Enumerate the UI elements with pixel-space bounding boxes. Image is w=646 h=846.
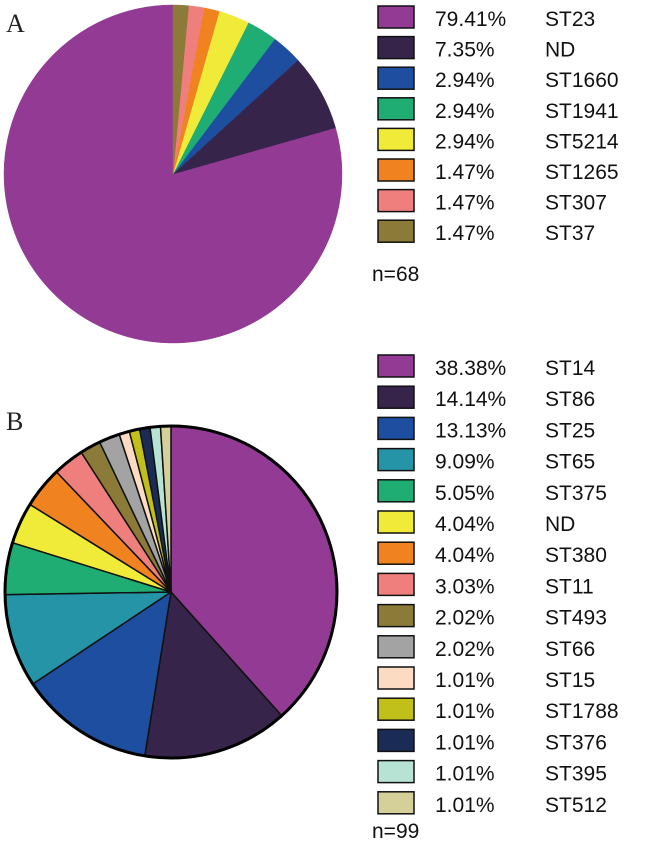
legend-swatch-st66 [377, 635, 415, 659]
legend-label-st86: ST86 [545, 388, 595, 411]
legend-label-nd: ND [545, 39, 575, 62]
legend-label-st380: ST380 [545, 544, 607, 567]
legend-swatch-st14 [377, 354, 415, 378]
legend-percent: 3.03% [435, 575, 495, 598]
pie-a [3, 4, 343, 344]
legend-label-st66: ST66 [545, 638, 595, 661]
legend-label-st15: ST15 [545, 669, 595, 692]
legend-percent: 9.09% [435, 451, 495, 474]
legend-percent: 4.04% [435, 513, 495, 536]
legend-label-st1265: ST1265 [545, 161, 619, 184]
legend-percent: 13.13% [435, 419, 506, 442]
legend-swatch-st5214 [377, 127, 415, 152]
legend-percent: 1.01% [435, 763, 495, 786]
legend-percent: 1.01% [435, 731, 495, 754]
legend-percent: 2.94% [435, 69, 495, 92]
legend-label-st65: ST65 [545, 451, 595, 474]
legend-swatch-st15 [377, 666, 415, 690]
legend-percent: 38.38% [435, 357, 506, 380]
legend-label-st376: ST376 [545, 731, 607, 754]
legend-percent: 1.01% [435, 669, 495, 692]
panel-label-b: B [6, 407, 23, 436]
legend-swatch-nd [377, 510, 415, 534]
legend-swatch-st375 [377, 479, 415, 503]
legend-percent: 1.01% [435, 700, 495, 723]
legend-percent: 5.05% [435, 482, 495, 505]
legend-label-st14: ST14 [545, 357, 596, 380]
legend-label-st1788: ST1788 [545, 700, 619, 723]
legend-percent: 7.35% [435, 39, 495, 62]
legend-swatch-st493 [377, 603, 415, 628]
legend-label-st395: ST395 [545, 763, 607, 786]
legend-percent: 14.14% [435, 388, 506, 411]
legend-percent: 2.02% [435, 638, 495, 661]
legend-percent: 1.47% [435, 222, 495, 245]
legend-label-st307: ST307 [545, 192, 607, 215]
legend-label-nd: ND [545, 513, 575, 536]
legend-swatch-nd [377, 35, 415, 60]
n-label-a: n=68 [372, 263, 419, 286]
legend-percent: 1.47% [435, 192, 495, 215]
legend-label-st1660: ST1660 [545, 69, 619, 92]
legend-swatch-st395 [377, 759, 415, 784]
legend-swatch-st25 [377, 416, 415, 441]
pie-outline [3, 424, 339, 760]
n-label-b: n=99 [372, 820, 419, 843]
legend-label-st25: ST25 [545, 419, 595, 442]
legend-swatch-st1660 [377, 66, 415, 90]
legend-swatch-st23 [377, 5, 415, 29]
legend-label-st23: ST23 [545, 8, 595, 31]
panel-label-a: A [6, 9, 25, 38]
legend-swatch-st1788 [377, 697, 415, 721]
legend-label-st493: ST493 [545, 607, 607, 630]
legend-percent: 79.41% [435, 8, 506, 31]
legend-label-st5214: ST5214 [545, 130, 619, 153]
legend-swatch-st307 [377, 188, 415, 213]
legend-swatch-st1265 [377, 158, 415, 182]
pie-b [3, 424, 339, 760]
legend-swatch-st65 [377, 447, 415, 472]
pie-slice-st37 [172, 4, 189, 175]
legend-swatch-st86 [377, 385, 415, 409]
legend-percent: 2.94% [435, 130, 495, 153]
legend-swatch-st512 [377, 791, 415, 815]
legend-percent: 4.04% [435, 544, 495, 567]
legend-swatch-st37 [377, 219, 415, 243]
legend-swatch-st11 [377, 572, 415, 597]
legend-label-st512: ST512 [545, 794, 607, 817]
legend-swatch-st376 [377, 728, 415, 753]
legend-swatch-st380 [377, 541, 415, 565]
legend-b: 38.38% ST14 14.14% ST86 13.13% ST25 9.09% ST65 5… [377, 354, 619, 817]
legend-percent: 2.94% [435, 100, 495, 123]
legend-swatch-st1941 [377, 97, 415, 121]
legend-a: 79.41% ST23 7.35% ND 2.94% ST1660 2.94% ST1941 2… [377, 5, 619, 245]
legend-percent: 1.01% [435, 794, 495, 817]
legend-percent: 2.02% [435, 607, 495, 630]
legend-label-st1941: ST1941 [545, 100, 619, 123]
legend-percent: 1.47% [435, 161, 495, 184]
legend-label-st11: ST11 [545, 575, 594, 598]
legend-label-st375: ST375 [545, 482, 607, 505]
legend-label-st37: ST37 [545, 222, 595, 245]
